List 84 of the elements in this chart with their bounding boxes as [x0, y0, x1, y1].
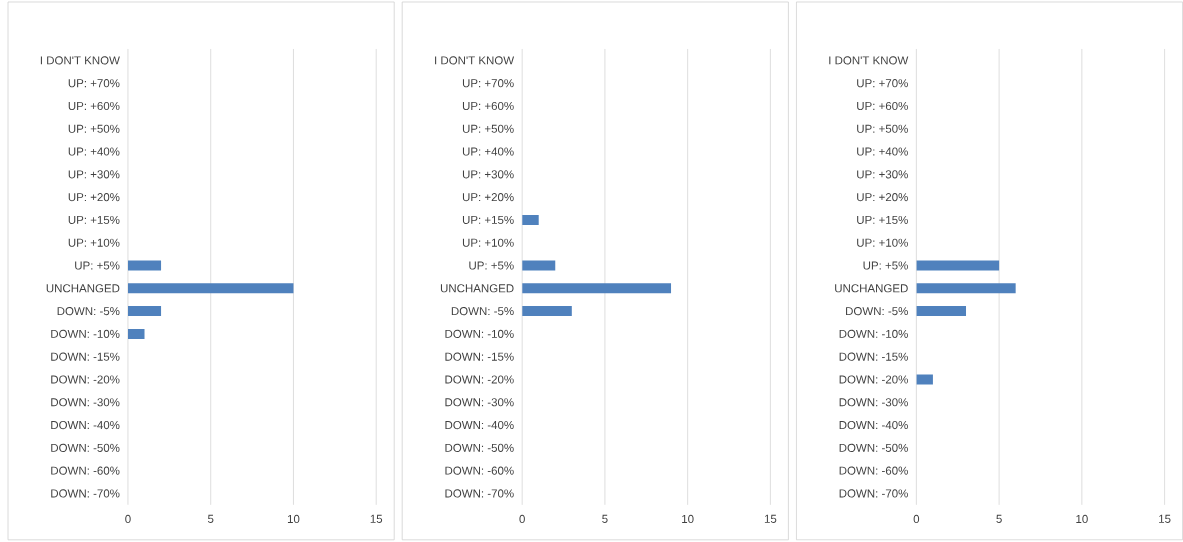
bar	[522, 215, 539, 226]
y-tick-label: UP: +40%	[857, 147, 908, 156]
x-tick-label: 10	[287, 514, 300, 524]
y-tick-label: UP: +20%	[857, 193, 908, 202]
y-tick-label: DOWN: -40%	[51, 421, 120, 430]
y-tick-label: UP: +5%	[863, 261, 908, 270]
y-tick-label: DOWN: -70%	[839, 489, 908, 498]
y-tick-label: UP: +10%	[462, 238, 514, 247]
y-tick-label: UP: +50%	[462, 124, 514, 133]
y-tick-label: UP: +20%	[462, 193, 514, 202]
y-tick-label: UP: +15%	[462, 215, 514, 225]
y-tick-label: DOWN: -50%	[51, 443, 120, 453]
y-tick-label: DOWN: -30%	[445, 398, 514, 407]
y-tick-label: DOWN: -10%	[839, 329, 908, 339]
y-tick-label: DOWN: -30%	[839, 398, 908, 407]
y-tick-label: I DON'T KNOW	[40, 56, 120, 65]
x-tick-label: 5	[207, 514, 214, 523]
bar	[127, 328, 145, 339]
y-tick-label: DOWN: -20%	[51, 375, 120, 384]
y-tick-label: UP: +5%	[469, 261, 514, 270]
bar	[916, 374, 933, 385]
y-tick-label: UP: +40%	[68, 147, 120, 156]
y-tick-label: UP: +30%	[462, 170, 514, 179]
y-tick-label: DOWN: -50%	[839, 443, 908, 453]
bar	[522, 306, 572, 317]
y-tick-label: DOWN: -60%	[51, 466, 120, 475]
y-tick-label: UP: +50%	[68, 124, 120, 133]
y-tick-label: UNCHANGED	[46, 284, 120, 293]
y-tick-label: DOWN: -5%	[57, 307, 120, 316]
x-tick-label: 0	[913, 514, 920, 524]
y-tick-label: UP: +10%	[68, 238, 120, 247]
bar	[127, 306, 162, 317]
y-tick-label: UP: +30%	[68, 170, 120, 179]
y-tick-label: UP: +40%	[462, 147, 514, 156]
y-tick-label: DOWN: -70%	[51, 489, 120, 498]
y-tick-label: DOWN: -70%	[445, 489, 514, 498]
y-tick-label: UNCHANGED	[440, 284, 514, 293]
y-tick-label: UP: +60%	[462, 101, 514, 111]
x-tick-label: 10	[1076, 514, 1088, 524]
y-tick-label: DOWN: -20%	[445, 375, 514, 384]
y-tick-label: DOWN: -15%	[839, 352, 908, 361]
y-tick-label: DOWN: -15%	[51, 352, 120, 361]
bar	[127, 283, 294, 294]
x-tick-label: 5	[996, 514, 1002, 523]
x-tick-label: 15	[764, 514, 777, 523]
bar	[127, 260, 162, 271]
y-tick-label: DOWN: -10%	[445, 329, 514, 339]
x-tick-label: 10	[682, 514, 694, 524]
y-tick-label: DOWN: -30%	[51, 398, 120, 407]
y-tick-label: DOWN: -40%	[839, 421, 908, 430]
y-tick-label: I DON'T KNOW	[435, 56, 515, 65]
y-tick-label: UP: +30%	[857, 170, 908, 179]
bar	[916, 260, 1000, 271]
y-tick-label: UNCHANGED	[835, 284, 908, 293]
y-tick-label: DOWN: -15%	[445, 352, 514, 361]
y-tick-label: UP: +60%	[857, 101, 908, 111]
y-tick-label: I DON'T KNOW	[829, 56, 909, 65]
y-tick-label: DOWN: -50%	[445, 443, 514, 453]
y-tick-label: DOWN: -40%	[445, 421, 514, 430]
x-tick-label: 15	[1159, 514, 1171, 523]
x-tick-label: 0	[519, 514, 525, 524]
y-tick-label: UP: +10%	[857, 238, 908, 247]
y-tick-label: UP: +70%	[68, 79, 120, 88]
y-tick-label: UP: +5%	[75, 261, 120, 270]
y-tick-label: UP: +15%	[68, 215, 120, 225]
y-tick-label: UP: +15%	[857, 215, 908, 225]
y-tick-label: UP: +70%	[857, 79, 908, 88]
bar	[522, 283, 672, 294]
y-tick-label: DOWN: -10%	[51, 329, 120, 339]
bar	[522, 260, 556, 271]
y-tick-label: DOWN: -5%	[846, 307, 908, 316]
bar	[916, 283, 1016, 294]
y-tick-label: UP: +60%	[68, 101, 120, 111]
x-tick-label: 5	[602, 514, 608, 523]
y-tick-label: UP: +50%	[857, 124, 908, 133]
x-tick-label: 0	[125, 514, 131, 524]
y-tick-label: UP: +70%	[462, 79, 514, 88]
x-tick-label: 15	[370, 514, 383, 523]
bar	[916, 306, 967, 317]
y-tick-label: UP: +20%	[68, 193, 120, 202]
y-tick-label: DOWN: -60%	[445, 466, 514, 475]
y-tick-label: DOWN: -60%	[839, 466, 908, 475]
y-tick-label: DOWN: -20%	[839, 375, 908, 384]
y-tick-label: DOWN: -5%	[451, 307, 514, 316]
